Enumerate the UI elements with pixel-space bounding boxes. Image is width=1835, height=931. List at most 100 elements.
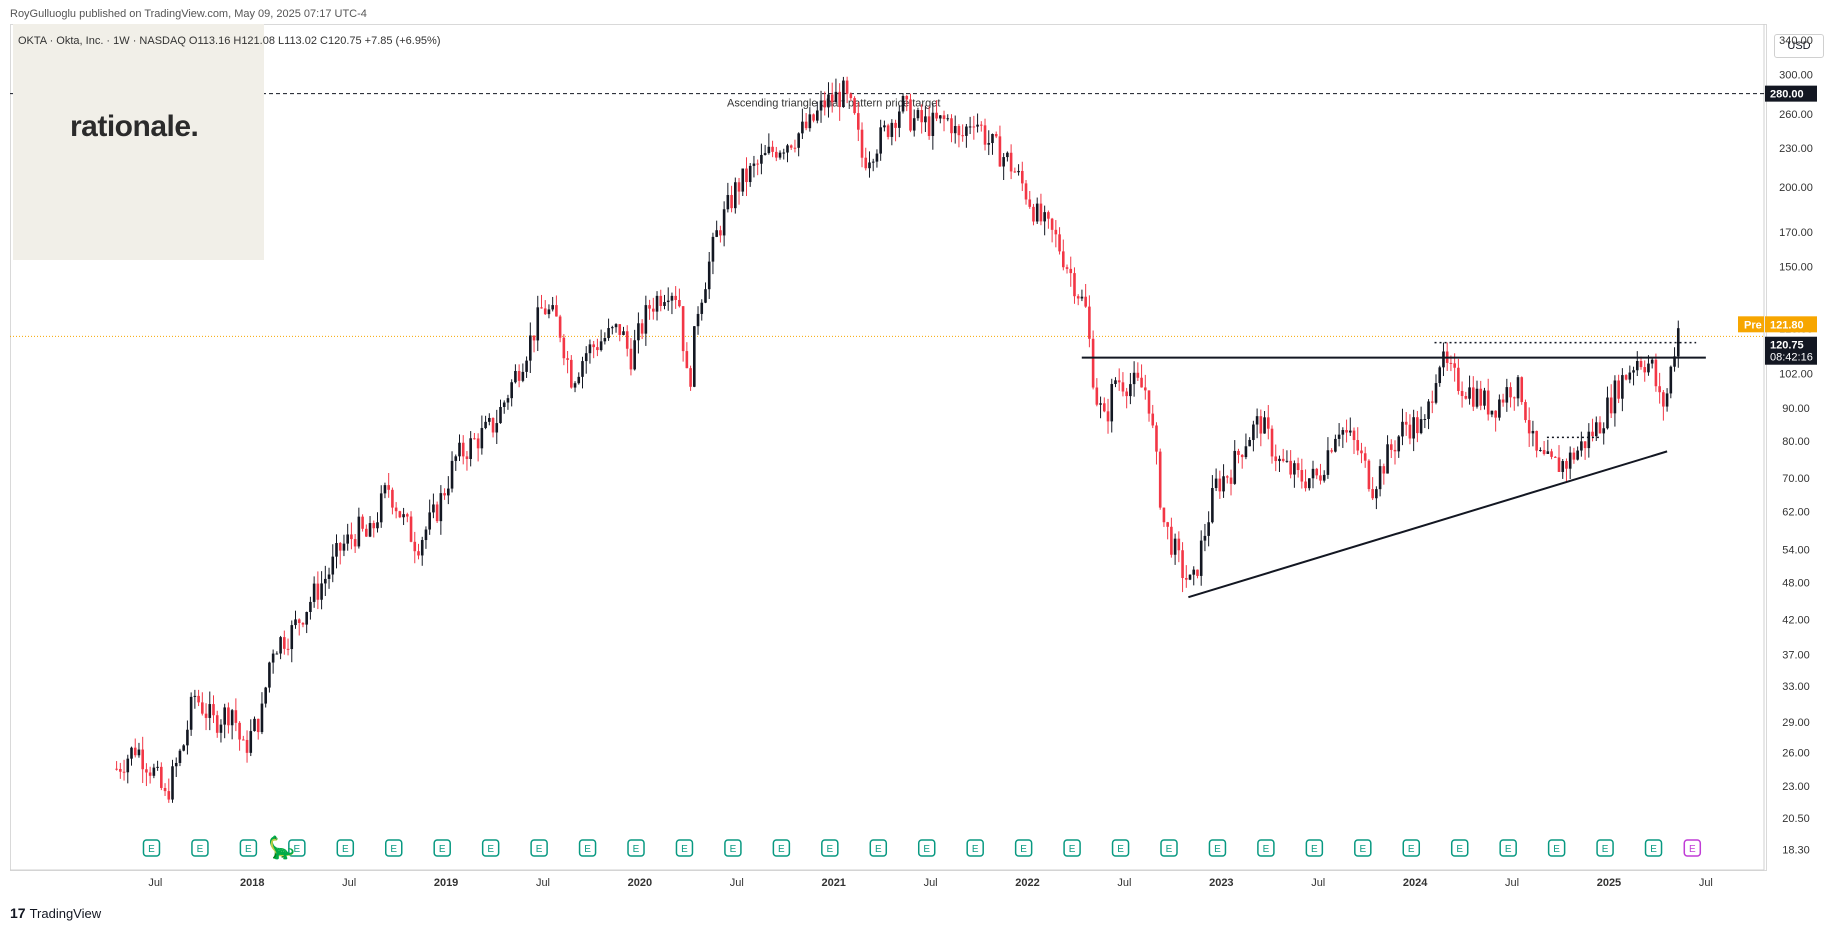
ticker-ohlc-line[interactable]: OKTA · Okta, Inc. · 1W · NASDAQ O113.16 … [18,35,441,47]
candle-body [886,125,890,137]
candle-body [201,702,204,714]
candle-body [965,126,968,136]
earnings-marker[interactable] [530,839,548,857]
earnings-marker[interactable] [578,839,597,857]
earnings-marker[interactable] [1160,839,1178,857]
candle-body [853,98,856,114]
candle-body [301,622,305,625]
candle-body [234,710,238,723]
earnings-marker[interactable] [1111,839,1130,857]
earnings-marker[interactable] [1499,839,1517,857]
candle-body [547,309,551,315]
x-tick-label: Jul [924,877,938,889]
candle-body [540,307,543,309]
candle-body [1222,476,1225,492]
candle-body [1419,419,1423,434]
candle-body [491,417,495,433]
candle-body [1285,460,1289,462]
candle-body [633,340,636,370]
candle-body [652,308,655,312]
candle-body [555,305,558,317]
earnings-marker[interactable] [1208,839,1227,857]
candle-body [942,115,946,120]
earnings-marker[interactable] [336,839,355,857]
x-tick-label: Jul [1311,877,1325,889]
candle-body [1039,203,1043,222]
earnings-marker[interactable] [966,839,984,857]
earnings-marker[interactable] [627,839,645,857]
candle-body [737,182,741,192]
candle-body [1650,359,1654,364]
candle-body [1501,399,1505,403]
candle-body [320,583,323,600]
pattern-line-ascending-support[interactable] [1188,450,1668,599]
earnings-marker[interactable] [1402,839,1421,857]
candle-body [592,344,595,348]
candle-body [1140,377,1143,388]
earnings-marker[interactable] [239,839,258,857]
candle-body [204,713,208,718]
x-tick-label: 2025 [1597,877,1621,889]
earnings-marker[interactable] [1354,839,1372,857]
candle-body [1274,456,1278,462]
candle-body [536,307,540,341]
earnings-marker[interactable] [917,839,936,857]
earnings-marker[interactable] [433,839,451,857]
earnings-marker[interactable] [1014,839,1033,857]
tradingview-footer[interactable]: 17 TradingView [10,905,101,921]
candle-body [543,308,547,315]
candle-body [700,302,704,314]
candle-body [316,583,320,600]
candle-body [748,165,752,183]
earnings-marker[interactable] [821,839,839,857]
candle-body [450,460,454,489]
candle-body [312,583,316,602]
earnings-marker-label: E [1359,844,1366,855]
candle-body [1363,453,1367,461]
candle-body [1639,361,1643,368]
candle-body [1378,466,1382,490]
earnings-marker-label: E [972,844,979,855]
candle-body [1203,535,1207,541]
earnings-marker[interactable] [1644,839,1663,857]
candle-body [1423,419,1427,421]
earnings-marker[interactable] [384,839,403,857]
candle-body [588,344,592,354]
candle-body [909,99,912,131]
candle-body [1632,370,1635,373]
candle-body [379,493,383,523]
earnings-marker[interactable] [869,839,888,857]
candle-body [1676,328,1680,357]
candle-body [1408,424,1412,439]
earnings-marker[interactable] [142,839,161,857]
earnings-marker[interactable] [724,839,742,857]
earnings-marker[interactable] [1683,839,1702,857]
candle-body [786,145,789,153]
earnings-marker-label: E [923,844,930,855]
earnings-marker[interactable] [288,839,306,857]
earnings-marker[interactable] [1547,839,1566,857]
candle-body [924,116,927,123]
earnings-marker[interactable] [1596,839,1614,857]
candle-body [1091,338,1095,388]
earnings-marker-label: E [1263,844,1270,855]
candle-body [469,438,472,459]
candle-body [670,295,674,301]
earnings-marker[interactable] [191,839,209,857]
candle-body [778,152,782,158]
currency-button[interactable]: USD [1774,34,1824,58]
candle-body [1542,450,1546,454]
earnings-marker[interactable] [1305,839,1324,857]
earnings-marker[interactable] [481,839,500,857]
earnings-marker[interactable] [772,839,791,857]
earnings-marker[interactable] [675,839,694,857]
candle-body [115,768,118,770]
candle-body [812,114,815,121]
candle-body [1110,384,1114,422]
earnings-marker[interactable] [1063,839,1081,857]
candle-body [596,347,599,351]
earnings-marker[interactable] [1257,839,1275,857]
candle-body [961,135,964,137]
earnings-marker[interactable] [1450,839,1469,857]
